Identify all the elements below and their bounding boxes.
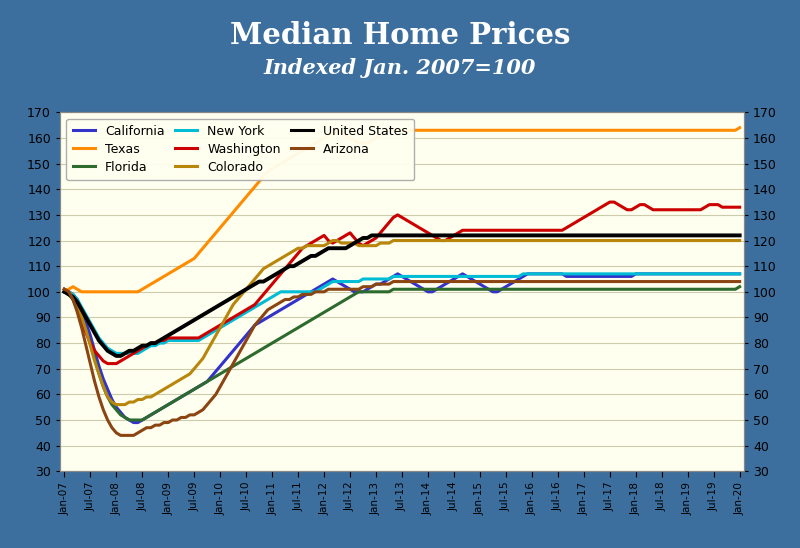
Legend: California, Texas, Florida, New York, Washington, Colorado, United States, Arizo: California, Texas, Florida, New York, Wa… (66, 118, 414, 180)
Text: Median Home Prices: Median Home Prices (230, 21, 570, 50)
Text: Indexed Jan. 2007=100: Indexed Jan. 2007=100 (264, 59, 536, 78)
